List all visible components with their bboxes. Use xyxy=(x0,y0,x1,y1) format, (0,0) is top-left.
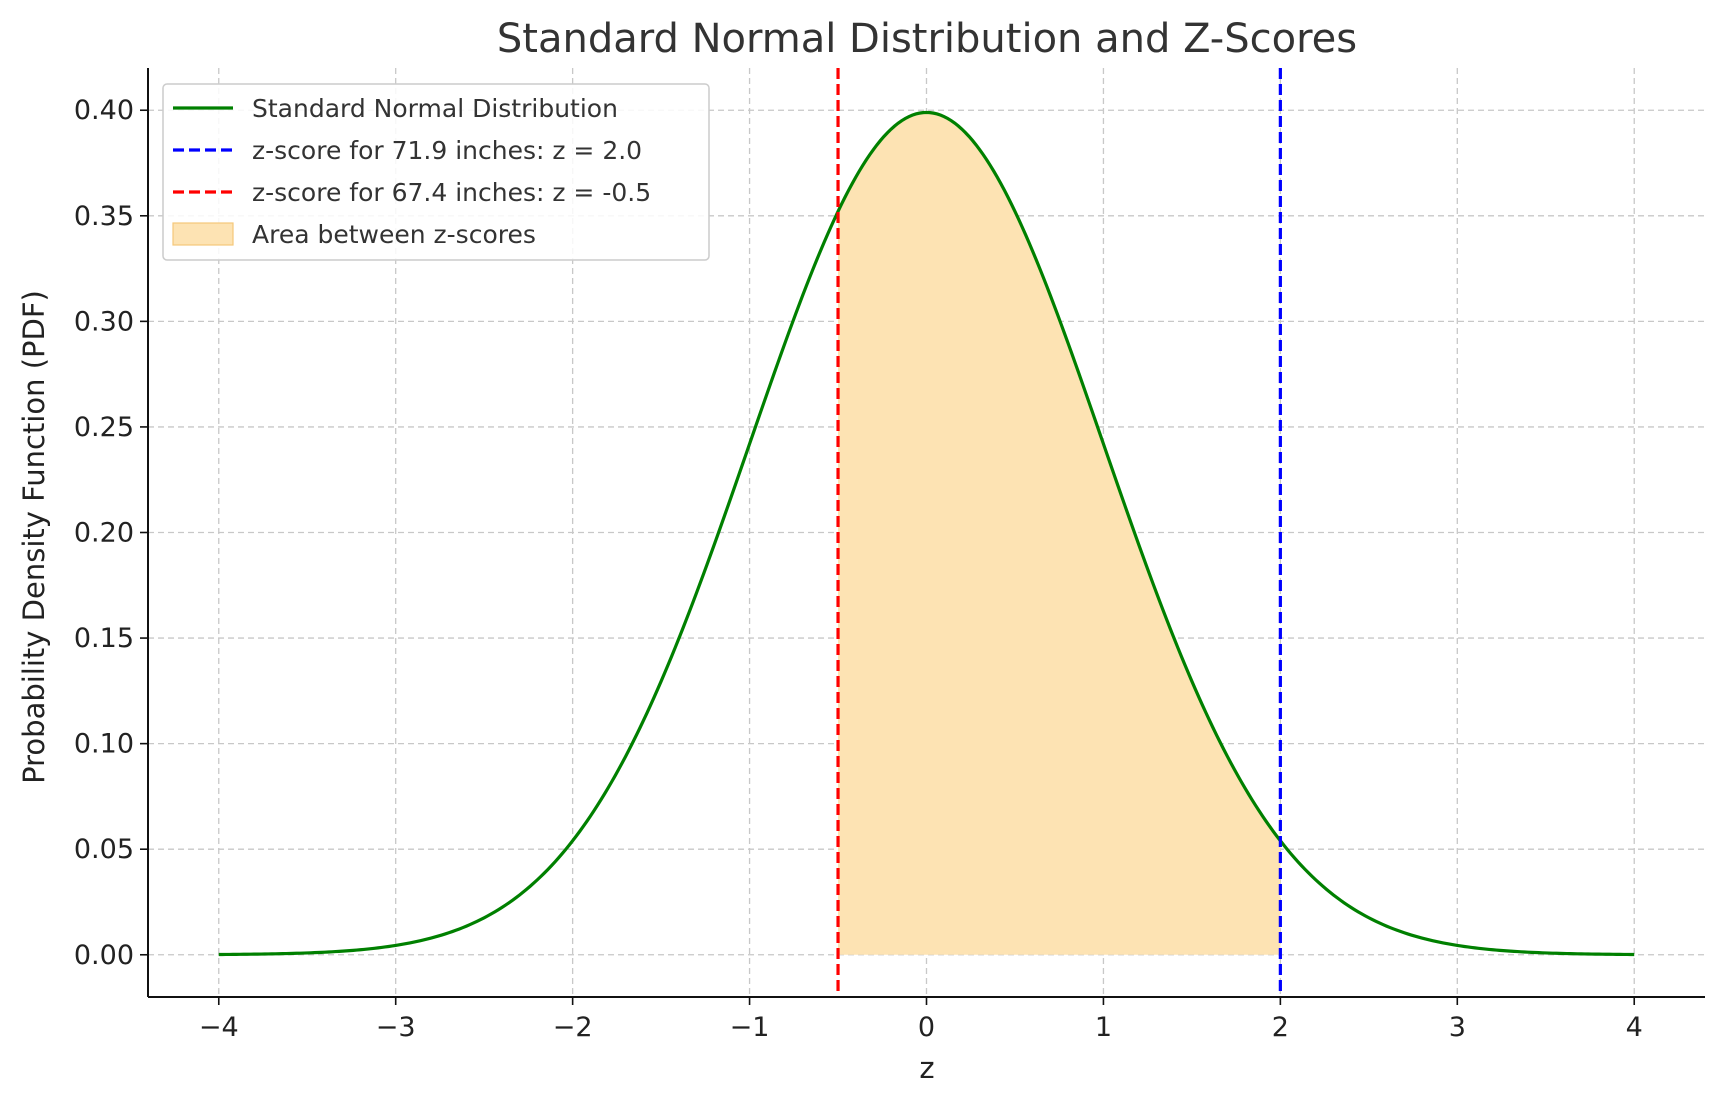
x-tick-label: 2 xyxy=(1272,1012,1289,1043)
legend-swatch-fill xyxy=(172,222,234,246)
pdf-line xyxy=(218,110,1635,957)
y-tick-label: 0.10 xyxy=(74,729,134,760)
x-axis-label: z xyxy=(919,1051,934,1085)
x-tick-label: 1 xyxy=(1095,1012,1112,1043)
legend-label: z-score for 67.4 inches: z = -0.5 xyxy=(252,178,651,207)
x-tick-label: −2 xyxy=(553,1012,593,1043)
x-tick-label: 4 xyxy=(1626,1012,1643,1043)
area-fill xyxy=(838,112,1281,955)
x-tick-label: −3 xyxy=(376,1012,416,1043)
x-tick-label: 0 xyxy=(918,1012,935,1043)
y-axis-label: Probability Density Function (PDF) xyxy=(17,290,51,784)
y-tick-label: 0.00 xyxy=(74,940,134,971)
x-tick-label: −4 xyxy=(199,1012,239,1043)
legend-box xyxy=(162,83,710,261)
y-tick-label: 0.05 xyxy=(74,834,134,865)
y-tick-label: 0.40 xyxy=(74,95,134,126)
legend-label: Standard Normal Distribution xyxy=(252,94,618,123)
chart-title: Standard Normal Distribution and Z-Score… xyxy=(497,16,1357,62)
line-layer xyxy=(218,68,1635,997)
ticks: −4 −3 −2 −1 0 1 2 3 4 0.00 0.05 0.10 0.15 0.20 0.25 0.3… xyxy=(74,95,1643,1043)
y-tick-label: 0.30 xyxy=(74,306,134,337)
y-tick-label: 0.20 xyxy=(74,518,134,549)
legend-label: Area between z-scores xyxy=(252,220,536,249)
y-tick-label: 0.35 xyxy=(74,201,134,232)
legend: Standard Normal Distribution z-score for … xyxy=(162,83,710,261)
x-tick-label: 3 xyxy=(1449,1012,1466,1043)
legend-label: z-score for 71.9 inches: z = 2.0 xyxy=(252,136,642,165)
fill-layer xyxy=(838,112,1281,955)
y-tick-label: 0.15 xyxy=(74,623,134,654)
y-tick-label: 0.25 xyxy=(74,412,134,443)
x-tick-label: −1 xyxy=(730,1012,770,1043)
